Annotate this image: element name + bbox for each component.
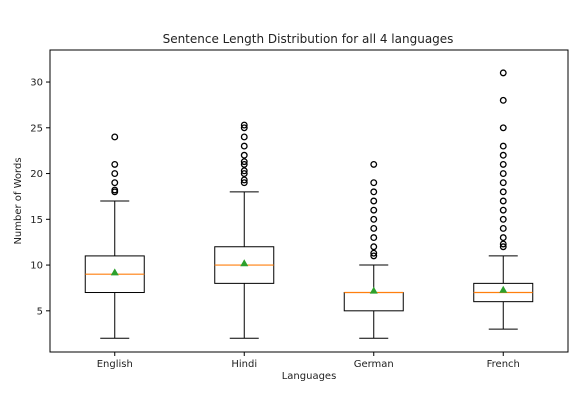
outlier-point <box>499 151 507 159</box>
x-tick-label: English <box>97 359 133 370</box>
outlier-point <box>499 215 507 223</box>
chart-title: Sentence Length Distribution for all 4 l… <box>163 32 454 46</box>
outlier-point <box>499 188 507 196</box>
box-french <box>473 69 534 330</box>
outlier-point <box>499 240 507 248</box>
outlier-point <box>499 160 507 168</box>
box-group <box>84 69 534 339</box>
outlier-point <box>370 197 378 205</box>
outlier-point <box>111 160 119 168</box>
outlier-point <box>111 186 119 194</box>
outlier-point <box>240 142 248 150</box>
outlier-point <box>499 234 507 242</box>
y-tick-label: 5 <box>37 306 43 317</box>
outlier-point <box>240 160 248 168</box>
outlier-point <box>499 243 507 251</box>
mean-marker <box>499 285 508 293</box>
y-tick-label: 10 <box>30 261 43 272</box>
outlier-point <box>370 252 378 260</box>
outlier-point <box>240 151 248 159</box>
mean-marker <box>369 286 378 294</box>
box-iqr <box>343 292 404 312</box>
outlier-point <box>240 158 248 166</box>
y-tick-label: 20 <box>30 169 43 180</box>
outlier-point <box>499 142 507 150</box>
outlier-point <box>499 69 507 77</box>
x-tick-label: German <box>354 359 394 370</box>
plot-frame <box>49 49 569 353</box>
x-tick-label: French <box>487 359 520 370</box>
outlier-point <box>499 179 507 187</box>
outlier-point <box>499 96 507 104</box>
outlier-point <box>499 197 507 205</box>
box-hindi <box>214 121 275 339</box>
outlier-point <box>370 215 378 223</box>
outlier-point <box>240 170 248 177</box>
y-tick-label: 30 <box>30 78 43 89</box>
outlier-point <box>499 124 507 132</box>
outlier-point <box>111 133 119 141</box>
mean-marker <box>110 268 119 276</box>
outlier-point <box>240 179 248 187</box>
outlier-point <box>240 133 248 141</box>
outlier-point <box>370 160 378 168</box>
outlier-point <box>111 179 119 187</box>
y-tick-label: 25 <box>30 123 43 134</box>
outlier-point <box>240 176 248 184</box>
outlier-point <box>370 206 378 214</box>
x-tick-label: Hindi <box>231 359 257 370</box>
outlier-point <box>370 243 378 251</box>
outlier-point <box>370 249 378 257</box>
outlier-point <box>370 225 378 232</box>
x-axis-ticks: English Hindi German French <box>97 352 520 370</box>
outlier-point <box>111 170 119 177</box>
outlier-point <box>240 124 248 132</box>
outlier-point <box>240 121 248 129</box>
outlier-point <box>370 179 378 187</box>
outlier-point <box>499 170 507 177</box>
mean-marker <box>240 259 249 267</box>
box-english <box>84 133 145 339</box>
outlier-point <box>499 225 507 232</box>
outlier-point <box>240 167 248 175</box>
outlier-point <box>499 206 507 214</box>
outlier-point <box>370 188 378 196</box>
y-axis-ticks: 5 10 15 20 25 30 <box>30 78 50 317</box>
y-tick-label: 15 <box>30 215 43 226</box>
outlier-point <box>370 234 378 242</box>
y-axis-label: Number of Words <box>13 157 24 244</box>
x-axis-label: Languages <box>282 371 337 382</box>
box-german <box>343 160 404 339</box>
